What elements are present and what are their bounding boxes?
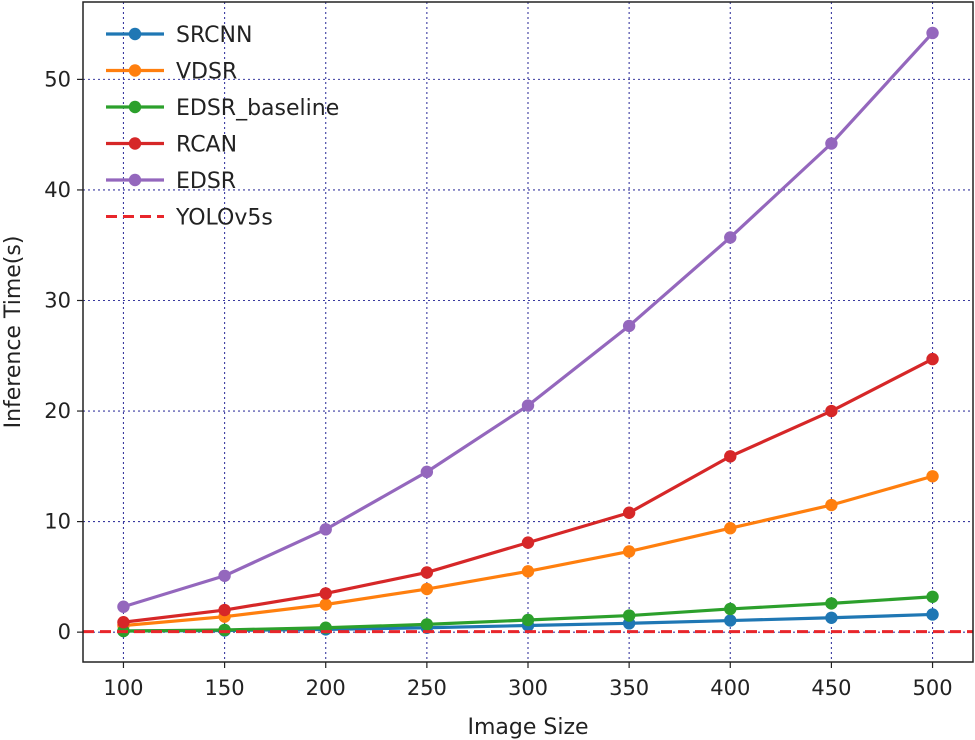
legend-label: SRCNN xyxy=(176,23,252,48)
data-point xyxy=(218,603,231,617)
data-point xyxy=(622,319,636,333)
data-point xyxy=(825,597,838,610)
data-point xyxy=(521,565,535,578)
data-point xyxy=(724,614,737,627)
data-point xyxy=(926,26,939,40)
data-point xyxy=(926,470,939,483)
legend-marker xyxy=(128,100,142,114)
legend-entry: EDSR_baseline xyxy=(106,96,339,121)
data-point xyxy=(926,608,939,621)
x-tick-label: 500 xyxy=(912,676,952,700)
data-point xyxy=(724,450,737,463)
data-point xyxy=(420,618,434,631)
x-tick-label: 400 xyxy=(710,676,750,700)
legend-marker xyxy=(128,137,142,150)
series-lines xyxy=(83,26,973,638)
x-tick-label: 100 xyxy=(103,676,143,700)
legend-entry: SRCNN xyxy=(106,23,252,48)
data-point xyxy=(724,522,737,535)
data-point xyxy=(420,582,434,596)
legend-entry: EDSR xyxy=(106,169,236,194)
legend-marker xyxy=(128,64,142,77)
x-tick-label: 200 xyxy=(306,676,346,700)
data-point xyxy=(420,566,434,579)
legend-label: EDSR xyxy=(176,169,236,194)
legend-entry: YOLOv5s xyxy=(106,206,273,231)
data-point xyxy=(926,352,939,366)
data-point xyxy=(218,623,231,637)
x-tick-label: 450 xyxy=(811,676,851,700)
x-axis-label: Image Size xyxy=(467,715,588,740)
legend: SRCNN VDSR EDSR_baseline RCAN EDSR YOLOv5s xyxy=(106,23,339,231)
legend-label: RCAN xyxy=(176,133,237,158)
data-point xyxy=(724,602,737,616)
x-tick-label: 150 xyxy=(205,676,245,700)
legend-entry: RCAN xyxy=(106,133,237,158)
data-point xyxy=(420,465,434,479)
data-point xyxy=(319,598,332,611)
legend-marker xyxy=(128,27,142,41)
data-point xyxy=(521,613,535,627)
y-axis-label: Inference Time(s) xyxy=(1,236,26,429)
legend-label: EDSR_baseline xyxy=(176,96,339,121)
data-point xyxy=(825,404,838,418)
data-point xyxy=(521,536,535,549)
data-point xyxy=(926,590,939,603)
data-point xyxy=(319,587,332,600)
series-rcan xyxy=(117,352,939,629)
data-point xyxy=(724,231,737,244)
legend-label: VDSR xyxy=(176,60,237,85)
x-tick-label: 350 xyxy=(609,676,649,700)
legend-marker xyxy=(128,173,142,187)
x-tick-label: 250 xyxy=(407,676,447,700)
data-point xyxy=(825,498,838,512)
series-edsr xyxy=(117,26,939,613)
y-tick-label: 0 xyxy=(58,620,71,644)
y-axis-ticks: 0 10 20 30 40 50 xyxy=(44,67,83,644)
x-tick-label: 300 xyxy=(508,676,548,700)
y-tick-label: 30 xyxy=(44,288,71,312)
x-axis-ticks: 100 150 200 250 300 350 400 450 500 xyxy=(103,662,953,700)
y-tick-label: 20 xyxy=(44,399,71,423)
data-point xyxy=(825,611,838,624)
legend-entry: VDSR xyxy=(106,60,237,85)
y-tick-label: 40 xyxy=(44,178,71,202)
data-point xyxy=(825,137,838,150)
data-point xyxy=(622,609,636,622)
data-point xyxy=(622,506,636,519)
data-point xyxy=(521,399,535,412)
data-point xyxy=(117,600,130,613)
data-point xyxy=(218,569,231,582)
y-tick-label: 10 xyxy=(44,510,71,534)
data-point xyxy=(622,545,636,558)
data-point xyxy=(117,616,130,629)
legend-label: YOLOv5s xyxy=(175,206,273,231)
data-point xyxy=(319,523,332,536)
y-tick-label: 50 xyxy=(44,67,71,91)
